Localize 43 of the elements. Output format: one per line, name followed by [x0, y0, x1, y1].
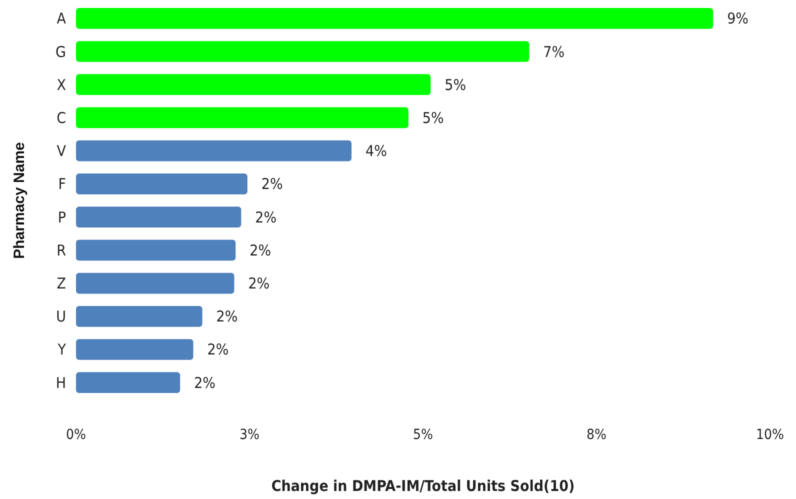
y-tick-label: C — [56, 108, 66, 127]
data-label: 2% — [248, 274, 270, 293]
x-tick-label: 8% — [586, 427, 607, 443]
data-label: 9% — [727, 10, 749, 28]
bar — [76, 8, 714, 29]
y-axis-title: Pharmacy Name — [11, 142, 28, 259]
y-tick-label: R — [56, 241, 66, 260]
y-tick-label: Y — [56, 340, 67, 359]
y-tick-label: V — [56, 142, 67, 160]
bar — [76, 339, 194, 360]
y-tick-label: A — [56, 10, 67, 28]
bar — [76, 140, 352, 162]
y-tick-label: X — [56, 76, 66, 94]
y-tick-label: Z — [56, 274, 66, 293]
y-tick-label: G — [56, 42, 66, 61]
x-tick-label: 5% — [413, 427, 434, 443]
x-tick-label: 0% — [66, 427, 86, 443]
data-label: 5% — [422, 108, 444, 127]
bar — [76, 174, 248, 194]
data-label: 2% — [261, 175, 283, 194]
bar — [76, 372, 180, 394]
data-label: 2% — [207, 340, 229, 359]
y-tick-label: H — [56, 374, 66, 392]
data-label: 2% — [194, 374, 216, 392]
bar — [76, 272, 234, 294]
bar — [76, 206, 242, 228]
bar — [76, 107, 408, 128]
data-label: 2% — [216, 308, 238, 326]
bar — [76, 306, 202, 327]
x-tick-label: 3% — [240, 427, 260, 443]
bar — [76, 240, 236, 261]
data-label: 2% — [255, 208, 277, 226]
data-label: 2% — [250, 241, 272, 260]
data-label: 4% — [366, 142, 388, 160]
bar — [76, 74, 431, 96]
x-tick-label: 10% — [756, 427, 784, 443]
x-axis-title: Change in DMPA-IM/Total Units Sold(10) — [271, 477, 575, 495]
data-label: 7% — [543, 42, 565, 61]
bar — [76, 41, 530, 62]
y-tick-label: F — [58, 175, 66, 194]
y-tick-label: P — [58, 208, 66, 226]
y-tick-label: U — [56, 308, 66, 326]
data-label: 5% — [444, 76, 466, 94]
